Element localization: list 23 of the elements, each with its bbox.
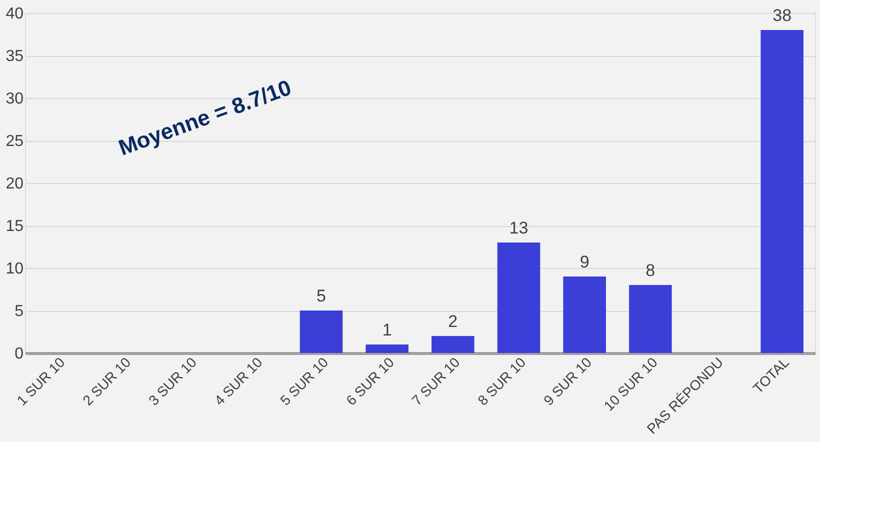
data-label: 5: [316, 286, 326, 306]
data-label: 2: [448, 312, 458, 331]
data-label: 1: [382, 320, 392, 340]
y-tick-label: 15: [6, 218, 24, 235]
y-tick-label: 5: [14, 303, 24, 320]
bar: [432, 336, 474, 353]
bar: [563, 276, 606, 353]
bar: [366, 344, 408, 353]
y-tick-label: 30: [6, 90, 24, 108]
y-tick-label: 0: [14, 346, 24, 362]
bar: [629, 285, 672, 353]
y-tick-label: 20: [6, 176, 24, 192]
y-tick-label: 25: [6, 133, 24, 150]
bar: [300, 310, 343, 353]
y-tick-label: 35: [6, 48, 24, 65]
bar: [497, 242, 540, 353]
bar: [760, 30, 804, 353]
data-label: 9: [580, 252, 590, 272]
y-tick-label: 10: [6, 260, 24, 278]
data-label: 13: [509, 218, 528, 238]
y-tick-label: 40: [6, 6, 24, 22]
data-label: 38: [772, 6, 792, 25]
data-label: 8: [646, 261, 656, 280]
